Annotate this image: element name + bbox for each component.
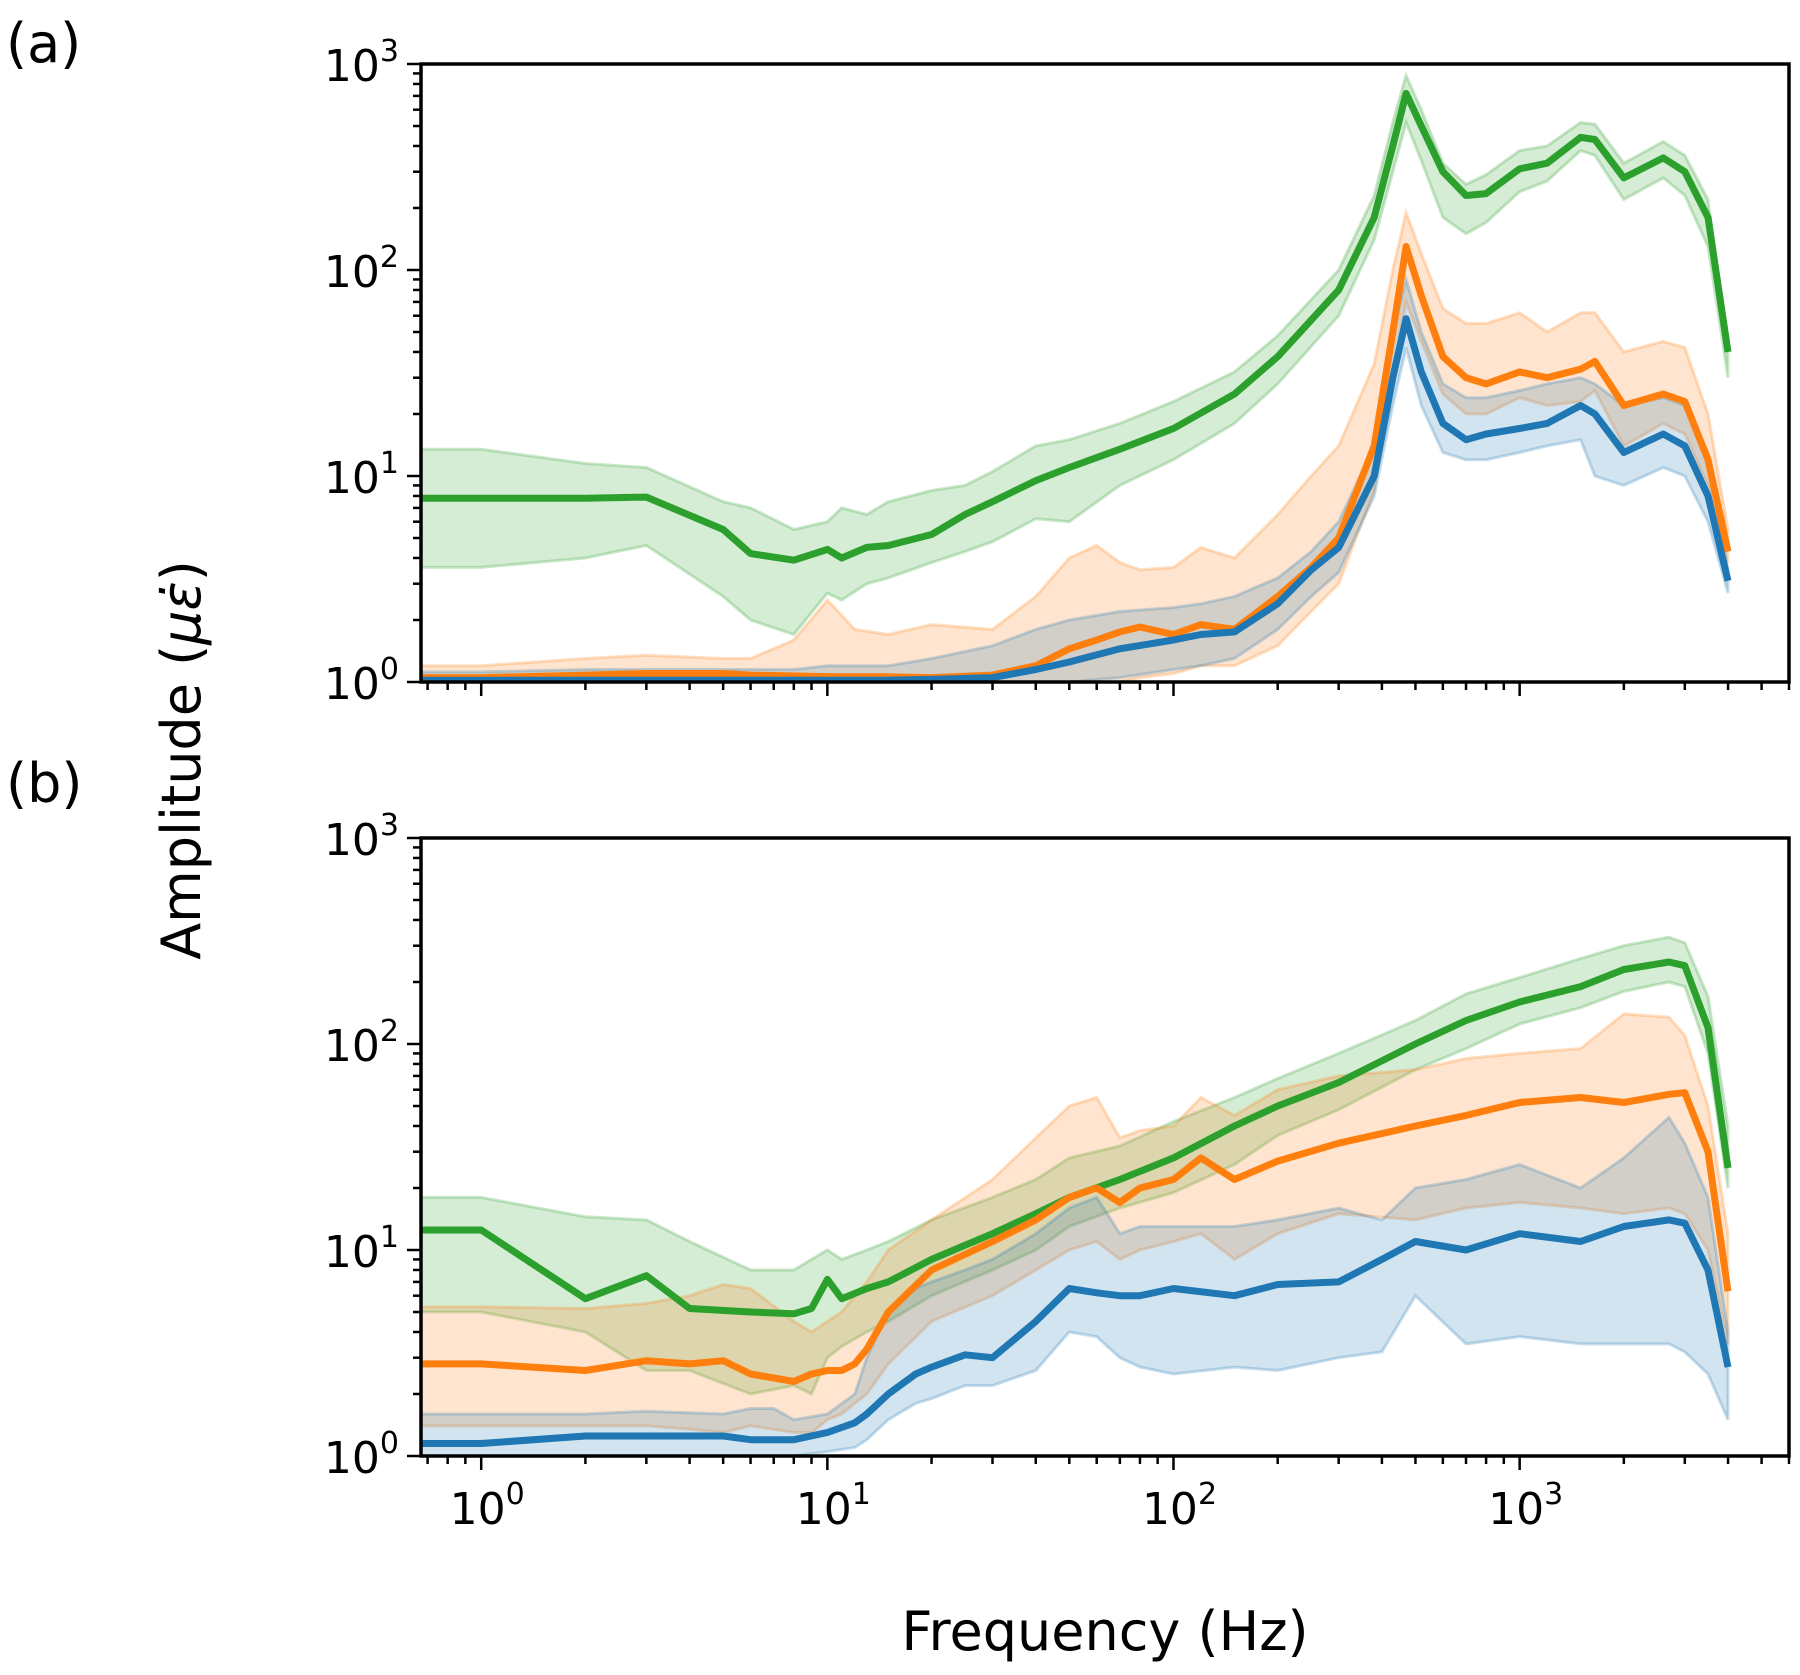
y-tick-label-base: 10	[324, 453, 380, 504]
y-tick-label: 101	[324, 446, 399, 504]
y-axis-title-symbol: με̇	[150, 581, 213, 646]
band-series-orange	[421, 207, 1730, 682]
x-tick-label: 103	[1488, 1477, 1563, 1535]
y-tick-label-base: 10	[324, 247, 380, 298]
x-tick-label: 101	[796, 1477, 871, 1535]
panel-label-b: (b)	[6, 752, 82, 815]
y-tick-label-exp: 3	[380, 34, 399, 69]
y-tick-label: 103	[324, 808, 399, 866]
band-series-blue	[421, 273, 1730, 682]
bands-a	[421, 70, 1730, 682]
y-tick-label: 102	[324, 240, 399, 298]
x-tick-label-exp: 2	[1198, 1477, 1217, 1512]
x-tick-label-exp: 1	[852, 1477, 871, 1512]
y-tick-label: 100	[324, 652, 399, 710]
y-tick-label: 102	[324, 1014, 399, 1072]
y-axis-title: Amplitude (με̇)	[150, 560, 213, 960]
x-tick-label: 102	[1142, 1477, 1217, 1535]
y-axis-title-suffix: )	[150, 560, 213, 581]
x-tick-label-exp: 0	[506, 1477, 525, 1512]
band-series-green	[421, 70, 1730, 637]
y-axis-title-text: Amplitude (	[150, 645, 213, 960]
y-tick-label-base: 10	[324, 1433, 380, 1484]
panel-label-a: (a)	[6, 12, 81, 75]
lines-a	[421, 89, 1732, 682]
y-tick-label-exp: 0	[380, 1426, 399, 1461]
y-tick-label-base: 10	[324, 659, 380, 710]
line-series-blue	[421, 315, 1732, 682]
lines-b	[421, 958, 1732, 1447]
y-tick-label-base: 10	[324, 1227, 380, 1278]
y-tick-label-exp: 1	[380, 446, 399, 481]
x-tick-label-base: 10	[1142, 1484, 1198, 1535]
y-tick-label-exp: 0	[380, 652, 399, 687]
plot-frame-b	[419, 836, 1791, 1458]
y-tick-label: 100	[324, 1426, 399, 1484]
x-tick-label: 100	[450, 1477, 525, 1535]
y-tick-label: 101	[324, 1220, 399, 1278]
plot-frame-a	[419, 62, 1791, 684]
y-tick-label-exp: 1	[380, 1220, 399, 1255]
y-tick-label-exp: 2	[380, 1014, 399, 1049]
y-tick-label-base: 10	[324, 1021, 380, 1072]
line-series-blue	[421, 1216, 1732, 1447]
y-tick-label-base: 10	[324, 41, 380, 92]
y-tick-label: 103	[324, 34, 399, 92]
y-tick-label-exp: 2	[380, 240, 399, 275]
x-tick-label-base: 10	[1488, 1484, 1544, 1535]
x-tick-label-exp: 3	[1544, 1477, 1563, 1512]
y-tick-label-base: 10	[324, 815, 380, 866]
y-tick-label-exp: 3	[380, 808, 399, 843]
line-series-green	[421, 89, 1732, 564]
x-tick-label-base: 10	[450, 1484, 506, 1535]
line-series-orange	[421, 1089, 1732, 1385]
x-axis-title: Frequency (Hz)	[901, 1600, 1308, 1663]
x-tick-label-base: 10	[796, 1484, 852, 1535]
